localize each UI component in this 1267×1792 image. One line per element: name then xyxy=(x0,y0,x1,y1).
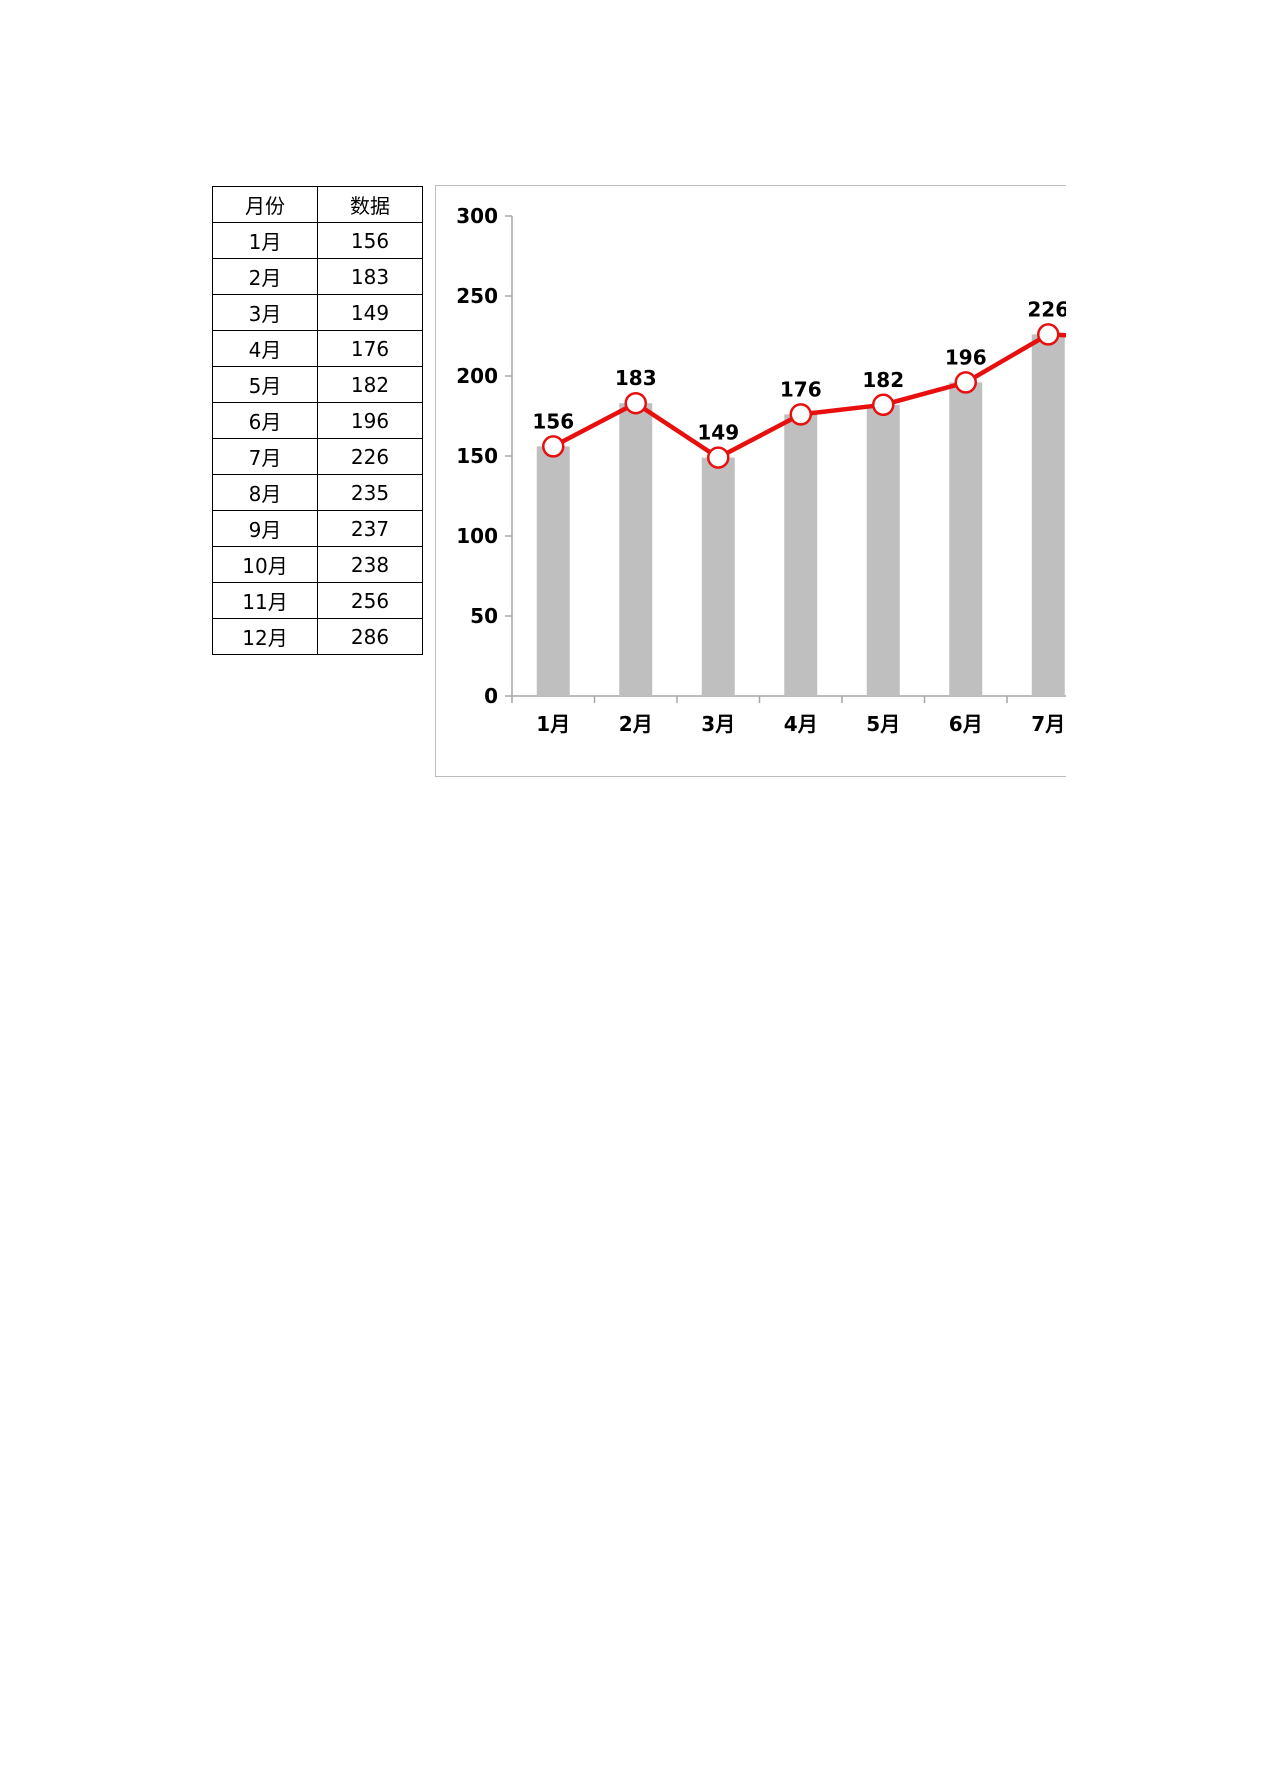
table-header-row: 月份 数据 xyxy=(212,186,423,223)
table-row: 1月 156 xyxy=(212,222,423,259)
table-row: 5月 182 xyxy=(212,366,423,403)
y-tick-label: 250 xyxy=(456,284,498,308)
table-row: 2月 183 xyxy=(212,258,423,295)
y-tick-label: 0 xyxy=(484,684,498,708)
x-tick-label: 6月 xyxy=(949,712,983,736)
x-tick-label: 7月 xyxy=(1031,712,1065,736)
cell-value: 176 xyxy=(317,330,423,367)
data-label: 196 xyxy=(945,345,987,369)
table-row: 9月 237 xyxy=(212,510,423,547)
x-tick-label: 3月 xyxy=(701,712,735,736)
data-label: 176 xyxy=(780,377,822,401)
cell-value: 196 xyxy=(317,402,423,439)
bar xyxy=(701,457,735,696)
cell-value: 256 xyxy=(317,582,423,619)
line-marker xyxy=(1037,323,1060,346)
cell-month: 6月 xyxy=(212,402,318,439)
cell-value: 238 xyxy=(317,546,423,583)
cell-value: 235 xyxy=(317,474,423,511)
data-label: 183 xyxy=(615,366,657,390)
data-table: 月份 数据 1月 156 2月 183 3月 149 4月 176 5月 182 6月 196 7月 22… xyxy=(212,186,423,655)
table-row: 8月 235 xyxy=(212,474,423,511)
cell-value: 183 xyxy=(317,258,423,295)
line-marker xyxy=(542,435,565,458)
cell-month: 9月 xyxy=(212,510,318,547)
table-row: 12月 286 xyxy=(212,618,423,655)
cell-month: 5月 xyxy=(212,366,318,403)
data-label: 156 xyxy=(532,409,574,433)
cell-month: 1月 xyxy=(212,222,318,259)
cell-month: 12月 xyxy=(212,618,318,655)
data-label: 149 xyxy=(697,421,739,445)
cell-value: 182 xyxy=(317,366,423,403)
y-tick-label: 300 xyxy=(456,204,498,228)
chart-area: 0 50 100 150 200 250 300 156 183 149 176 182 196 226 1… xyxy=(435,185,1066,777)
data-label: 226 xyxy=(1027,297,1066,321)
cell-value: 149 xyxy=(317,294,423,331)
series-line xyxy=(552,332,1066,460)
bar xyxy=(784,414,818,696)
line-marker xyxy=(789,403,812,426)
line-marker xyxy=(872,393,895,417)
header-month: 月份 xyxy=(212,186,318,223)
x-tick-label: 1月 xyxy=(536,712,570,736)
table-row: 7月 226 xyxy=(212,438,423,475)
combo-chart: 0 50 100 150 200 250 300 156 183 149 176 182 196 226 1… xyxy=(456,204,1066,736)
cell-value: 237 xyxy=(317,510,423,547)
bar xyxy=(866,404,900,696)
cell-month: 10月 xyxy=(212,546,318,583)
cell-month: 4月 xyxy=(212,330,318,367)
cell-month: 2月 xyxy=(212,258,318,295)
bar xyxy=(1031,334,1065,696)
cell-month: 11月 xyxy=(212,582,318,619)
cell-month: 7月 xyxy=(212,438,318,475)
table-row: 11月 256 xyxy=(212,582,423,619)
table-row: 6月 196 xyxy=(212,402,423,439)
bar xyxy=(536,446,570,696)
cell-month: 8月 xyxy=(212,474,318,511)
bar xyxy=(619,403,653,696)
y-tick-label: 200 xyxy=(456,364,498,388)
cell-value: 156 xyxy=(317,222,423,259)
line-marker xyxy=(707,446,730,469)
y-tick-label: 50 xyxy=(470,604,498,628)
table-row: 10月 238 xyxy=(212,546,423,583)
y-tick-label: 150 xyxy=(456,444,498,468)
line-marker xyxy=(624,391,647,415)
x-tick-label: 2月 xyxy=(619,712,653,736)
line-marker xyxy=(954,371,977,394)
cell-value: 286 xyxy=(317,618,423,655)
bar xyxy=(949,382,983,696)
x-tick-label: 5月 xyxy=(866,712,900,736)
data-label: 182 xyxy=(862,368,904,392)
header-value: 数据 xyxy=(317,186,423,223)
x-tick-label: 4月 xyxy=(784,712,818,736)
cell-value: 226 xyxy=(317,438,423,475)
cell-month: 3月 xyxy=(212,294,318,331)
table-row: 4月 176 xyxy=(212,330,423,367)
table-row: 3月 149 xyxy=(212,294,423,331)
y-tick-label: 100 xyxy=(456,524,498,548)
